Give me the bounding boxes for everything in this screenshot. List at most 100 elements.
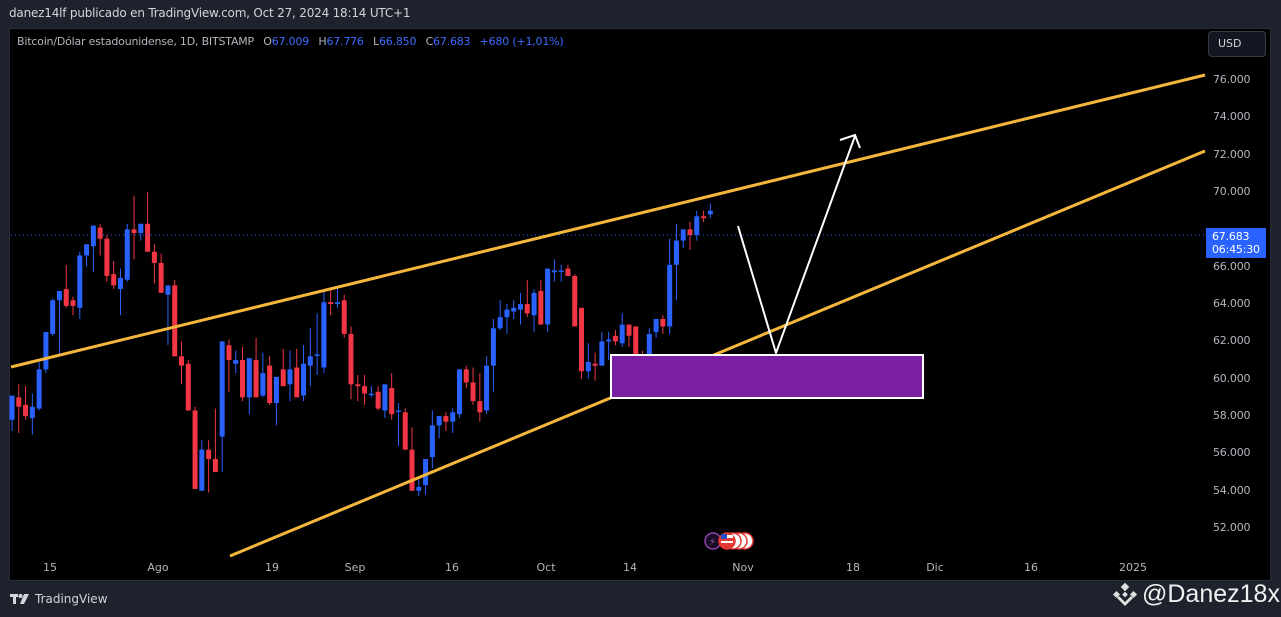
candle-body[interactable] <box>592 363 598 366</box>
candle-body[interactable] <box>375 391 381 409</box>
candle-body[interactable] <box>443 416 449 422</box>
candle-body[interactable] <box>206 449 212 460</box>
candle-body[interactable] <box>348 333 354 385</box>
candle-body[interactable] <box>673 240 679 265</box>
candle-body[interactable] <box>477 401 483 413</box>
candle-body[interactable] <box>626 324 632 336</box>
candle-body[interactable] <box>219 341 225 437</box>
candle-body[interactable] <box>145 223 151 252</box>
candle-body[interactable] <box>104 238 110 277</box>
candle-body[interactable] <box>355 384 361 387</box>
candle-body[interactable] <box>701 216 707 219</box>
candle-body[interactable] <box>151 251 157 263</box>
candle-body[interactable] <box>267 365 273 403</box>
candle-body[interactable] <box>667 264 673 327</box>
candle-body[interactable] <box>301 363 307 396</box>
candle-body[interactable] <box>287 369 293 385</box>
candle-body[interactable] <box>131 229 137 234</box>
candle-body[interactable] <box>436 416 442 426</box>
projection-arrow[interactable] <box>737 135 856 357</box>
candle-body[interactable] <box>653 318 659 333</box>
candle-body[interactable] <box>531 292 537 316</box>
candle-body[interactable] <box>619 324 625 344</box>
candle-body[interactable] <box>172 285 178 357</box>
symbol-title[interactable]: Bitcoin/Dólar estadounidense, 1D, BITSTA… <box>17 35 254 48</box>
candle-body[interactable] <box>90 225 96 247</box>
candle-body[interactable] <box>260 373 266 396</box>
candle-body[interactable] <box>29 406 35 418</box>
candle-body[interactable] <box>599 341 605 366</box>
candle-body[interactable] <box>199 449 205 491</box>
currency-button[interactable]: USD <box>1208 31 1266 57</box>
candle-body[interactable] <box>511 307 517 312</box>
candle-body[interactable] <box>16 397 22 407</box>
demand-zone-rectangle[interactable] <box>610 354 924 399</box>
candle-body[interactable] <box>470 382 476 402</box>
candle-body[interactable] <box>524 304 530 314</box>
candle-body[interactable] <box>382 384 388 411</box>
candle-body[interactable] <box>36 369 42 409</box>
candle-body[interactable] <box>558 270 564 272</box>
candle-body[interactable] <box>572 276 578 327</box>
candle-body[interactable] <box>334 302 340 305</box>
candle-body[interactable] <box>518 304 523 310</box>
upper-trendline[interactable] <box>10 73 1206 369</box>
candle-body[interactable] <box>389 388 395 415</box>
candle-body[interactable] <box>97 227 103 239</box>
candle-body[interactable] <box>280 369 286 387</box>
candle-body[interactable] <box>585 361 591 372</box>
candle-body[interactable] <box>226 345 232 361</box>
candle-body[interactable] <box>646 333 652 374</box>
candle-body[interactable] <box>429 425 435 458</box>
candle-body[interactable] <box>463 369 469 383</box>
candle-body[interactable] <box>687 229 693 235</box>
candle-body[interactable] <box>504 309 510 318</box>
candle-body[interactable] <box>660 318 666 327</box>
candle-body[interactable] <box>84 244 90 256</box>
candle-body[interactable] <box>341 300 347 334</box>
candle-body[interactable] <box>192 410 198 489</box>
candle-body[interactable] <box>633 326 639 370</box>
candle-body[interactable] <box>565 268 571 277</box>
candle-body[interactable] <box>43 332 49 370</box>
candle-body[interactable] <box>484 365 490 411</box>
candle-body[interactable] <box>246 358 252 398</box>
candle-body[interactable] <box>273 376 279 403</box>
candle-body[interactable] <box>395 410 401 412</box>
candle-body[interactable] <box>314 354 320 356</box>
candle-body[interactable] <box>23 404 29 417</box>
candle-body[interactable] <box>124 229 130 280</box>
candle-body[interactable] <box>606 339 612 342</box>
candle-body[interactable] <box>77 255 83 308</box>
candle-body[interactable] <box>240 360 246 398</box>
candle-body[interactable] <box>416 487 422 491</box>
candle-body[interactable] <box>117 277 123 290</box>
candle-body[interactable] <box>158 262 164 293</box>
economic-events-icon[interactable]: ⚡ <box>704 532 754 550</box>
candle-body[interactable] <box>9 395 15 420</box>
lower-trendline[interactable] <box>229 149 1206 558</box>
candle-body[interactable] <box>70 300 76 306</box>
candle-body[interactable] <box>368 393 374 396</box>
candle-body[interactable] <box>138 223 144 234</box>
candle-body[interactable] <box>612 335 618 342</box>
candle-body[interactable] <box>179 356 184 366</box>
candle-body[interactable] <box>294 367 300 398</box>
candle-body[interactable] <box>579 307 585 372</box>
candle-body[interactable] <box>185 363 191 411</box>
candle-body[interactable] <box>497 317 503 329</box>
candle-body[interactable] <box>111 274 117 286</box>
candle-body[interactable] <box>233 360 239 364</box>
candle-body[interactable] <box>402 412 408 450</box>
candle-body[interactable] <box>56 290 62 301</box>
candle-body[interactable] <box>409 449 415 491</box>
candle-body[interactable] <box>50 300 56 334</box>
candle-body[interactable] <box>212 459 218 473</box>
candle-body[interactable] <box>450 412 456 422</box>
candle-body[interactable] <box>63 289 69 306</box>
candle-body[interactable] <box>362 386 368 394</box>
candle-body[interactable] <box>545 268 551 325</box>
chart-pane[interactable] <box>9 28 1271 581</box>
candle-body[interactable] <box>253 360 259 398</box>
